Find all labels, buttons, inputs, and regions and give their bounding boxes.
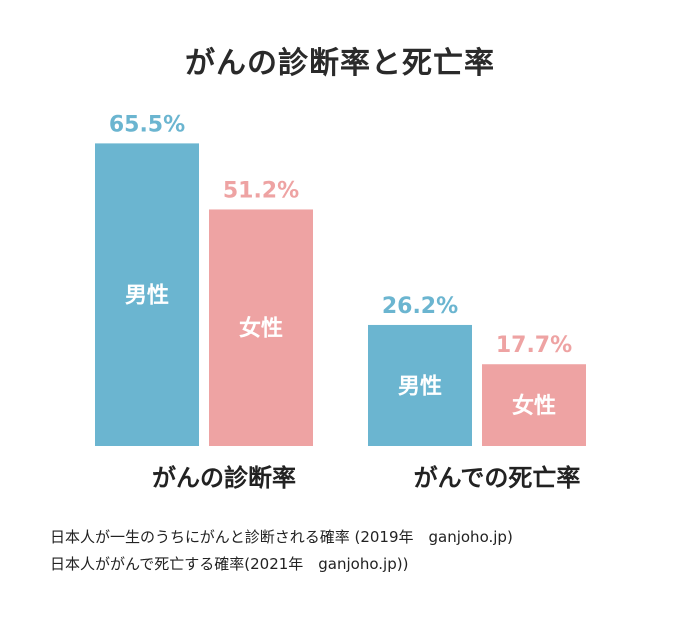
data-label-diagnosis-male: 65.5% (109, 112, 185, 137)
data-label-mortality-female: 17.7% (496, 333, 572, 358)
bar-diagnosis-male (95, 143, 199, 446)
chart-title: がんの診断率と死亡率 (185, 46, 495, 81)
category-label-diagnosis: がんの診断率 (152, 464, 296, 492)
bar-mortality-female (482, 364, 586, 446)
bar-series-label-diagnosis-male: 男性 (125, 284, 169, 309)
data-label-diagnosis-female: 51.2% (223, 178, 299, 203)
bar-mortality-male (368, 324, 472, 446)
bar-series-label-diagnosis-female: 女性 (239, 316, 283, 342)
source-note-diagnosis: 日本人が一生のうちにがんと診断される確率 (2019年 ganjoho.jp) (50, 528, 513, 546)
bar-chart: 男性 65.5% 女性 51.2% がんの診断率 男性 26.2% 女性 17.7% がんでの死亡… (95, 112, 586, 492)
source-notes: 日本人が一生のうちにがんと診断される確率 (2019年 ganjoho.jp) … (50, 524, 513, 578)
bar-diagnosis-female (209, 209, 313, 446)
bar-series-label-mortality-female: 女性 (512, 393, 556, 419)
source-note-mortality: 日本人ががんで死亡する確率(2021年 ganjoho.jp)) (50, 555, 409, 573)
data-label-mortality-male: 26.2% (382, 294, 458, 319)
category-label-mortality: がんでの死亡率 (414, 464, 581, 492)
bar-series-label-mortality-male: 男性 (398, 374, 442, 399)
